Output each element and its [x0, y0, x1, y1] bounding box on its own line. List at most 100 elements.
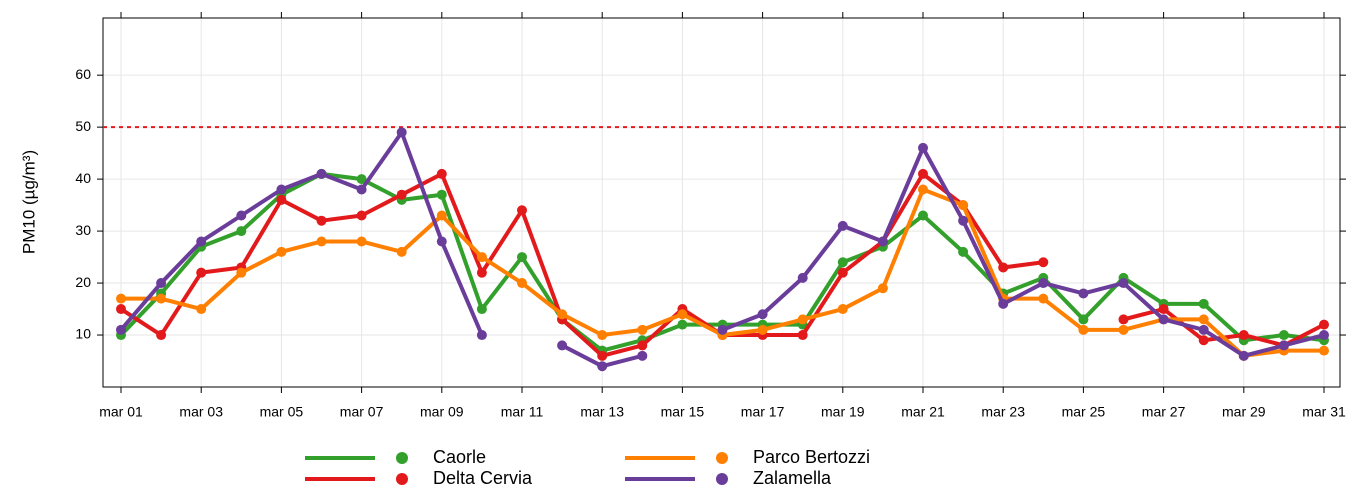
x-tick-label: mar 23 — [981, 404, 1025, 420]
data-point — [958, 246, 969, 257]
data-point — [1078, 288, 1089, 299]
data-point — [1319, 330, 1329, 341]
data-point — [958, 200, 969, 211]
data-point — [396, 246, 407, 257]
x-tick-label: mar 05 — [260, 404, 304, 420]
data-point — [918, 142, 928, 153]
data-point — [677, 319, 688, 330]
data-point — [918, 168, 928, 179]
plot-frame — [102, 17, 1341, 388]
data-point — [156, 293, 167, 304]
data-point — [356, 184, 367, 195]
data-point — [156, 278, 167, 289]
data-point — [276, 184, 287, 195]
data-point — [396, 189, 407, 200]
x-tick-label: mar 07 — [340, 404, 384, 420]
data-point — [436, 210, 447, 221]
data-point — [1238, 350, 1249, 361]
y-tick-label: 20 — [75, 274, 91, 290]
data-point — [797, 330, 808, 341]
data-point — [116, 324, 126, 335]
data-point — [356, 174, 367, 185]
data-point — [1038, 293, 1049, 304]
data-point — [837, 257, 848, 268]
data-point — [1198, 335, 1209, 346]
data-point — [837, 267, 848, 278]
data-point — [1118, 324, 1129, 335]
data-point — [1198, 324, 1209, 335]
data-point — [356, 236, 367, 247]
data-point — [196, 304, 207, 315]
data-point — [557, 309, 568, 320]
x-tick-label: mar 01 — [99, 404, 143, 420]
legend-dot — [716, 452, 728, 464]
x-tick-label: mar 15 — [661, 404, 705, 420]
data-point — [597, 361, 608, 372]
data-point — [637, 324, 648, 335]
data-point — [517, 252, 527, 263]
legend-label: Zalamella — [753, 468, 832, 488]
data-point — [116, 293, 126, 304]
data-point — [717, 324, 728, 335]
data-point — [637, 340, 648, 351]
legend-label: Caorle — [433, 447, 486, 467]
data-point — [156, 330, 167, 341]
x-tick-label: mar 25 — [1062, 404, 1106, 420]
data-point — [436, 168, 447, 179]
legend-label: Parco Bertozzi — [753, 447, 870, 467]
data-point — [236, 267, 247, 278]
data-point — [757, 309, 768, 320]
y-tick-label: 40 — [75, 170, 91, 186]
data-point — [1319, 319, 1329, 330]
x-tick-label: mar 17 — [741, 404, 785, 420]
data-point — [797, 314, 808, 325]
data-point — [837, 220, 848, 231]
x-tick-label: mar 29 — [1222, 404, 1266, 420]
y-tick-label: 10 — [75, 326, 91, 342]
legend-dot — [716, 473, 728, 485]
data-point — [877, 283, 888, 294]
x-tick-label: mar 27 — [1142, 404, 1186, 420]
x-tick-label: mar 11 — [501, 404, 544, 420]
data-point — [476, 330, 487, 341]
data-point — [877, 236, 888, 247]
data-point — [517, 205, 527, 216]
data-point — [1278, 340, 1289, 351]
data-point — [1198, 298, 1209, 309]
data-point — [1278, 330, 1289, 341]
data-point — [557, 340, 568, 351]
data-point — [476, 252, 487, 263]
data-point — [637, 350, 648, 361]
data-point — [1118, 314, 1129, 325]
data-point — [998, 298, 1009, 309]
x-tick-label: mar 13 — [580, 404, 624, 420]
data-point — [918, 184, 928, 195]
data-point — [276, 246, 287, 257]
x-tick-label: mar 09 — [420, 404, 464, 420]
data-point — [597, 350, 608, 361]
data-point — [276, 194, 287, 205]
data-point — [797, 272, 808, 283]
y-axis-label: PM10 (µg/m³) — [19, 150, 38, 254]
data-point — [476, 267, 487, 278]
data-point — [236, 210, 247, 221]
legend-label: Delta Cervia — [433, 468, 533, 488]
x-tick-label: mar 19 — [821, 404, 865, 420]
data-point — [316, 236, 327, 247]
x-tick-label: mar 03 — [179, 404, 223, 420]
data-point — [1158, 314, 1169, 325]
data-point — [1238, 330, 1249, 341]
y-tick-label: 60 — [75, 66, 91, 82]
data-point — [998, 262, 1009, 273]
x-tick-label: mar 31 — [1302, 404, 1346, 420]
legend-dot — [396, 452, 408, 464]
data-point — [196, 267, 207, 278]
x-tick-label: mar 21 — [901, 404, 945, 420]
y-tick-label: 30 — [75, 222, 91, 238]
data-point — [1078, 324, 1089, 335]
y-tick-label: 50 — [75, 118, 91, 134]
legend-dot — [396, 473, 408, 485]
data-point — [396, 127, 407, 138]
